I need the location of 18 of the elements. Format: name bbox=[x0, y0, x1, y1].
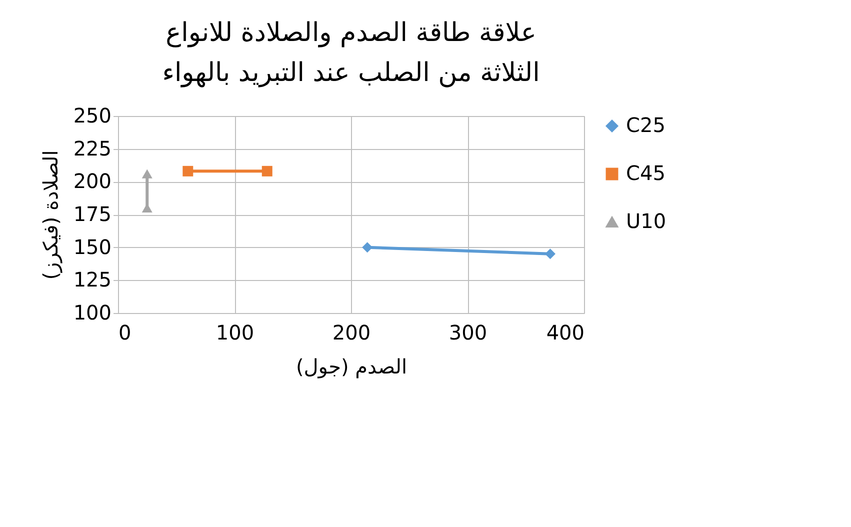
y-axis-title: الصلادة (فيكرز) bbox=[38, 150, 62, 280]
y-tick-label: 250 bbox=[73, 104, 112, 128]
y-tick-label: 100 bbox=[73, 300, 112, 324]
x-tick-label: 300 bbox=[448, 320, 488, 344]
y-tick-label: 175 bbox=[73, 202, 112, 226]
x-tick-label: 200 bbox=[332, 320, 371, 344]
x-tick-label: 0 bbox=[118, 320, 132, 344]
legend-label: C25 bbox=[626, 113, 666, 137]
chart-title: علاقة طاقة الصدم والصلادة للانواع الثلاثة من الصلب عند التبريد بالهواء bbox=[162, 18, 540, 88]
x-tick-label: 400 bbox=[546, 320, 584, 344]
legend-label: C45 bbox=[626, 161, 666, 185]
x-axis-title: الصدم (جول) bbox=[296, 354, 408, 378]
y-tick-label: 150 bbox=[73, 234, 112, 259]
y-tick-label: 200 bbox=[73, 169, 112, 194]
x-tick-label: 100 bbox=[216, 320, 254, 344]
y-tick-label: 125 bbox=[73, 268, 112, 292]
legend-label: U10 bbox=[626, 209, 666, 233]
y-tick-label: 225 bbox=[73, 136, 112, 160]
